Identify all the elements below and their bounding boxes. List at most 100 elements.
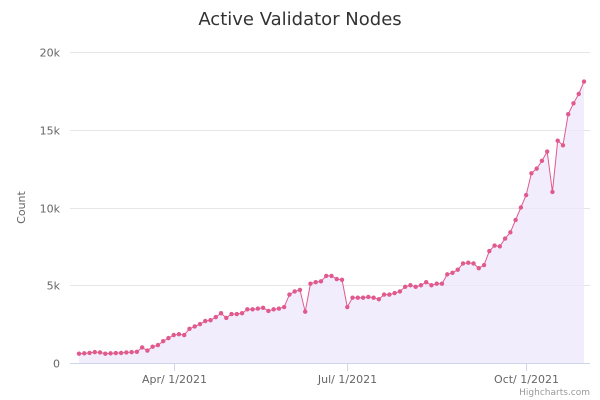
data-point[interactable] xyxy=(408,283,413,288)
data-point[interactable] xyxy=(539,158,545,164)
data-point[interactable] xyxy=(87,350,92,356)
data-point[interactable] xyxy=(192,324,197,329)
data-point[interactable] xyxy=(134,349,140,354)
y-axis-label: Count xyxy=(15,190,28,223)
data-point[interactable] xyxy=(534,166,539,171)
data-point[interactable] xyxy=(182,332,187,338)
data-point[interactable] xyxy=(218,311,224,316)
data-point[interactable] xyxy=(376,297,382,302)
data-point[interactable] xyxy=(502,236,508,241)
data-point[interactable] xyxy=(255,306,261,311)
data-point[interactable] xyxy=(329,273,334,279)
data-point[interactable] xyxy=(492,243,497,248)
data-point[interactable] xyxy=(213,314,218,320)
data-point[interactable] xyxy=(434,281,439,286)
data-point[interactable] xyxy=(139,345,145,350)
data-point[interactable] xyxy=(271,307,276,312)
data-point[interactable] xyxy=(324,273,329,279)
data-point[interactable] xyxy=(118,350,124,356)
data-point[interactable] xyxy=(334,276,339,282)
data-point[interactable] xyxy=(276,306,282,311)
data-point[interactable] xyxy=(555,138,560,143)
data-point[interactable] xyxy=(292,289,297,294)
data-point[interactable] xyxy=(381,292,387,297)
data-point[interactable] xyxy=(150,344,155,349)
data-point[interactable] xyxy=(476,265,481,271)
data-point[interactable] xyxy=(287,292,292,297)
data-point[interactable] xyxy=(308,281,313,286)
data-point[interactable] xyxy=(544,149,550,154)
data-point[interactable] xyxy=(145,348,150,353)
data-point[interactable] xyxy=(523,192,529,198)
data-point[interactable] xyxy=(197,321,203,327)
data-point[interactable] xyxy=(297,287,303,293)
data-point[interactable] xyxy=(339,277,345,283)
data-point[interactable] xyxy=(92,349,97,355)
data-point[interactable] xyxy=(466,260,471,265)
data-point[interactable] xyxy=(203,318,208,324)
data-point[interactable] xyxy=(82,351,87,356)
data-point[interactable] xyxy=(239,311,245,316)
data-point[interactable] xyxy=(208,318,213,323)
data-point[interactable] xyxy=(529,171,534,176)
data-point[interactable] xyxy=(166,335,171,341)
data-point[interactable] xyxy=(581,79,587,84)
data-point[interactable] xyxy=(445,272,450,277)
data-point[interactable] xyxy=(360,295,366,300)
data-point[interactable] xyxy=(97,350,103,355)
data-point[interactable] xyxy=(560,143,566,148)
data-point[interactable] xyxy=(518,205,524,210)
data-point[interactable] xyxy=(439,281,445,286)
data-point[interactable] xyxy=(176,332,182,337)
data-points[interactable] xyxy=(76,79,587,356)
data-point[interactable] xyxy=(350,295,355,300)
data-point[interactable] xyxy=(366,294,371,300)
data-point[interactable] xyxy=(455,267,460,272)
data-point[interactable] xyxy=(513,217,518,223)
data-point[interactable] xyxy=(103,351,108,356)
data-point[interactable] xyxy=(160,339,166,344)
data-point[interactable] xyxy=(266,308,271,314)
data-point[interactable] xyxy=(155,342,161,348)
data-point[interactable] xyxy=(113,350,119,356)
data-point[interactable] xyxy=(487,248,492,254)
data-point[interactable] xyxy=(129,349,134,355)
data-point[interactable] xyxy=(471,261,476,266)
data-point[interactable] xyxy=(245,307,250,312)
data-point[interactable] xyxy=(234,311,240,317)
data-point[interactable] xyxy=(224,315,229,321)
data-point[interactable] xyxy=(108,351,113,356)
data-point[interactable] xyxy=(318,279,324,284)
data-point[interactable] xyxy=(260,305,266,310)
data-point[interactable] xyxy=(397,289,403,294)
data-point[interactable] xyxy=(76,351,82,356)
data-point[interactable] xyxy=(124,350,129,355)
data-point[interactable] xyxy=(450,270,455,276)
data-point[interactable] xyxy=(229,311,234,317)
data-point[interactable] xyxy=(418,283,424,288)
data-point[interactable] xyxy=(429,283,434,288)
data-point[interactable] xyxy=(250,307,255,312)
data-point[interactable] xyxy=(566,112,571,117)
data-point[interactable] xyxy=(187,326,192,331)
data-point[interactable] xyxy=(313,279,318,285)
data-point[interactable] xyxy=(423,279,429,285)
data-point[interactable] xyxy=(576,91,581,97)
credits-link[interactable]: Highcharts.com xyxy=(519,388,590,398)
data-point[interactable] xyxy=(497,244,503,249)
data-point[interactable] xyxy=(550,189,555,195)
data-point[interactable] xyxy=(387,292,392,297)
data-point[interactable] xyxy=(402,284,408,290)
data-point[interactable] xyxy=(281,304,287,310)
data-point[interactable] xyxy=(171,332,176,338)
data-point[interactable] xyxy=(371,295,376,300)
data-point[interactable] xyxy=(413,284,418,290)
data-point[interactable] xyxy=(392,290,397,296)
data-point[interactable] xyxy=(355,295,360,300)
data-point[interactable] xyxy=(481,262,487,268)
data-point[interactable] xyxy=(460,261,466,266)
data-point[interactable] xyxy=(303,309,308,314)
data-point[interactable] xyxy=(345,304,350,310)
data-point[interactable] xyxy=(508,230,513,235)
data-point[interactable] xyxy=(571,101,576,106)
